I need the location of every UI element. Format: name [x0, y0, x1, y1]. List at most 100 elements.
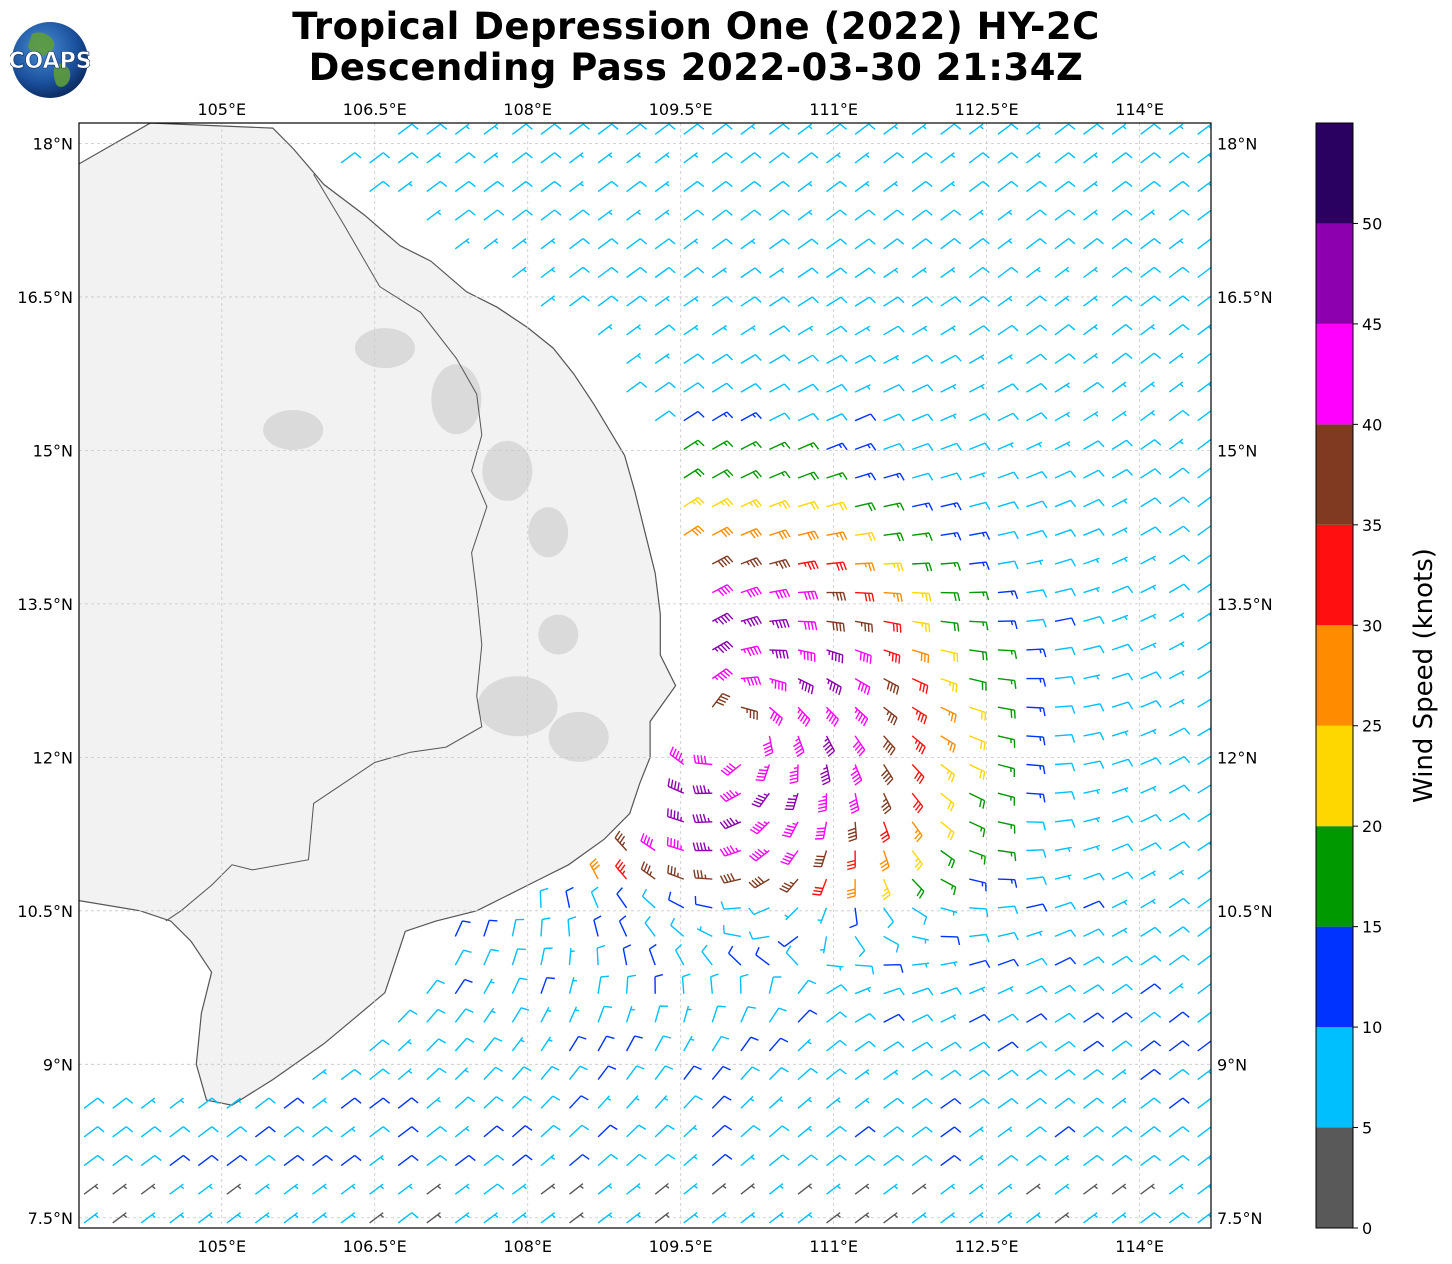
wind-barb — [854, 1126, 876, 1138]
lon-label-bottom: 109.5°E — [649, 1237, 713, 1256]
wind-barb — [426, 1154, 448, 1167]
wind-barb — [768, 1212, 784, 1224]
wind-barb — [540, 1124, 561, 1138]
wind-barb — [940, 532, 962, 541]
wind-barb — [883, 1069, 899, 1081]
wind-barb — [825, 706, 839, 727]
wind-barb — [940, 878, 957, 896]
wind-barb — [912, 472, 934, 481]
wind-barb — [940, 1183, 956, 1195]
wind-barb — [1026, 559, 1044, 566]
wind-barb — [1140, 813, 1162, 823]
lon-label-top: 114°E — [1115, 100, 1164, 119]
wind-barb — [1168, 727, 1191, 737]
wind-barb — [569, 266, 590, 279]
wind-barb — [969, 763, 986, 780]
wind-barb — [997, 763, 1015, 777]
wind-barb — [683, 123, 705, 135]
lon-label-top: 112.5°E — [955, 100, 1019, 119]
colorbar-bin — [1316, 123, 1353, 224]
wind-barb — [1168, 180, 1190, 193]
wind-barb — [1054, 353, 1076, 364]
wind-barb — [1054, 705, 1076, 714]
wind-barb — [1054, 791, 1076, 800]
wind-barb — [1140, 870, 1156, 880]
wind-barb — [511, 1095, 532, 1109]
wind-barb — [711, 526, 734, 538]
wind-barb — [369, 1097, 391, 1109]
wind-barb — [169, 1154, 191, 1167]
wind-barb — [1111, 152, 1133, 164]
wind-barb — [784, 792, 799, 811]
wind-barb — [1168, 409, 1190, 422]
wind-barb — [1140, 1068, 1162, 1081]
wind-barb — [797, 530, 819, 541]
wind-barb — [1197, 698, 1211, 708]
wind-barb — [511, 977, 528, 994]
wind-barb — [483, 1183, 505, 1195]
wind-barb — [854, 442, 877, 451]
wind-barb — [597, 1153, 619, 1167]
wind-barb — [911, 209, 933, 221]
wind-barb — [997, 1212, 1013, 1224]
wind-barb — [769, 529, 791, 540]
wind-barb — [426, 152, 442, 164]
wind-barb — [540, 266, 556, 279]
wind-barb — [369, 180, 391, 193]
wind-barb — [997, 931, 1019, 941]
wind-barb — [968, 180, 990, 193]
terrain-shading — [431, 364, 482, 435]
wind-barb — [854, 238, 876, 250]
wind-barb — [749, 821, 770, 835]
wind-barb — [912, 562, 933, 572]
wind-barb — [883, 677, 900, 695]
wind-barb — [654, 152, 670, 164]
wind-barb — [769, 296, 791, 307]
wind-barb — [883, 591, 903, 602]
wind-barb — [1111, 614, 1129, 622]
wind-barb — [1111, 1040, 1133, 1052]
wind-barb — [483, 152, 499, 164]
wind-barb — [1111, 672, 1134, 681]
wind-barb — [1197, 209, 1211, 221]
wind-barb — [1140, 1126, 1162, 1138]
wind-barb — [727, 945, 742, 966]
wind-barb — [1140, 842, 1162, 852]
wind-barb — [1026, 985, 1048, 995]
wind-barb — [797, 1067, 818, 1081]
wind-barb — [1054, 956, 1077, 966]
wind-barb — [540, 238, 556, 250]
wind-barb — [1054, 382, 1070, 393]
wind-barb — [711, 668, 733, 681]
title-line-1: Tropical Depression One (2022) HY-2C — [292, 5, 1100, 48]
wind-barb — [369, 1126, 391, 1138]
wind-barb — [797, 649, 816, 662]
wind-barb — [597, 1065, 617, 1081]
wind-barb — [781, 821, 799, 838]
wind-barb — [826, 1154, 847, 1167]
lat-label-right: 18°N — [1217, 134, 1257, 153]
wind-barb — [1083, 731, 1105, 741]
wind-barb — [1197, 1097, 1211, 1109]
wind-barb — [226, 1154, 248, 1167]
wind-barb — [969, 986, 986, 995]
wind-barb — [483, 1125, 504, 1138]
wind-barb — [883, 180, 899, 193]
wind-barb — [511, 123, 533, 135]
wind-barb — [1140, 352, 1162, 364]
wind-barb — [883, 442, 905, 451]
wind-barb — [654, 973, 664, 994]
wind-barb — [1140, 180, 1162, 193]
wind-barb — [940, 907, 958, 916]
wind-barb — [1083, 1126, 1104, 1138]
wind-barb — [1054, 411, 1071, 422]
wind-barb — [711, 411, 734, 422]
wind-barb — [940, 1212, 956, 1224]
wind-barb — [969, 472, 986, 479]
terrain-shading — [548, 711, 609, 762]
wind-barb — [426, 1008, 446, 1023]
wind-barb — [683, 525, 705, 537]
wind-barb — [1083, 703, 1105, 712]
colorbar-tick-label: 25 — [1362, 717, 1382, 736]
wind-barb — [911, 384, 934, 393]
